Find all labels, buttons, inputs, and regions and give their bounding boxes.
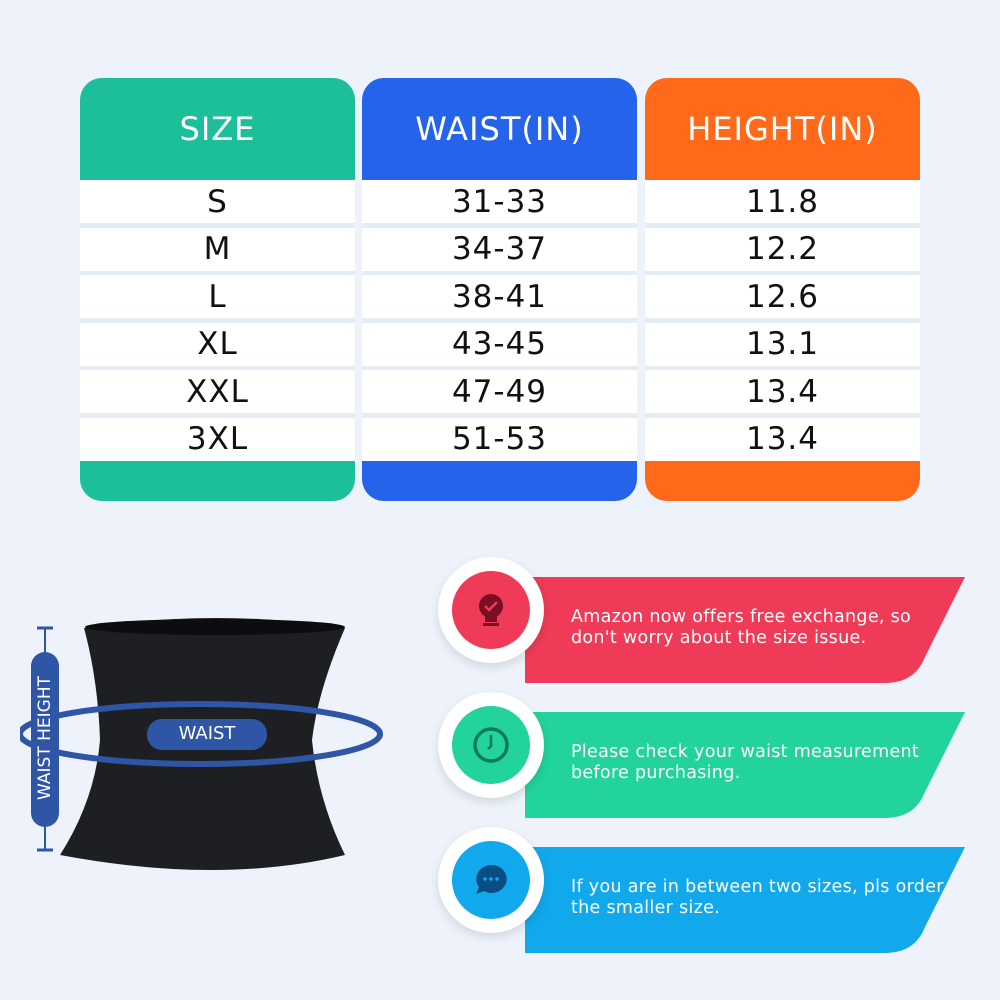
table-cell: 13.1 <box>645 322 920 366</box>
table-cell: 43-45 <box>362 322 637 366</box>
tip-icon-ring <box>438 692 544 798</box>
table-cell: S <box>80 180 355 223</box>
table-cell: M <box>80 227 355 271</box>
chat-bubble-icon <box>452 841 530 919</box>
waist-label: WAIST <box>178 723 236 744</box>
table-cell: 34-37 <box>362 227 637 271</box>
table-cell: 38-41 <box>362 275 637 318</box>
table-cell: L <box>80 275 355 318</box>
column-rows: 11.8 12.2 12.6 13.1 13.4 13.4 <box>645 180 920 461</box>
tip-text: Please check your waist measurement befo… <box>571 742 920 783</box>
column-0: SIZE S M L XL XXL 3XL <box>80 78 355 501</box>
table-cell: XL <box>80 322 355 366</box>
column-header: WAIST(IN) <box>415 110 584 148</box>
tip-banner: If you are in between two sizes, pls ord… <box>525 847 965 953</box>
table-cell: 51-53 <box>362 417 637 461</box>
lightbulb-check-icon <box>452 571 530 649</box>
waist-trainer-image <box>17 618 383 870</box>
product-diagram: WAIST WAIST HEIGHT <box>17 600 400 900</box>
table-cell: 31-33 <box>362 180 637 223</box>
tip-icon-ring <box>438 827 544 933</box>
table-cell: 11.8 <box>645 180 920 223</box>
table-cell: 13.4 <box>645 417 920 461</box>
tip-icon-ring <box>438 557 544 663</box>
table-cell: 3XL <box>80 417 355 461</box>
column-rows: 31-33 34-37 38-41 43-45 47-49 51-53 <box>362 180 637 461</box>
column-2: HEIGHT(IN) 11.8 12.2 12.6 13.1 13.4 13.4 <box>645 78 920 501</box>
tip-banner: Please check your waist measurement befo… <box>525 712 965 818</box>
tip-banner: Amazon now offers free exchange, so don'… <box>525 577 965 683</box>
column-1: WAIST(IN) 31-33 34-37 38-41 43-45 47-49 51-53 <box>362 78 637 501</box>
table-cell: XXL <box>80 370 355 413</box>
tip-text: If you are in between two sizes, pls ord… <box>571 877 944 918</box>
table-cell: 12.6 <box>645 275 920 318</box>
table-cell: 47-49 <box>362 370 637 413</box>
column-header: SIZE <box>179 110 256 148</box>
waist-height-label: WAIST HEIGHT <box>35 676 55 800</box>
table-cell: 12.2 <box>645 227 920 271</box>
clock-icon <box>452 706 530 784</box>
tip-text: Amazon now offers free exchange, so don'… <box>571 607 912 648</box>
column-header: HEIGHT(IN) <box>687 110 878 148</box>
column-rows: S M L XL XXL 3XL <box>80 180 355 461</box>
table-cell: 13.4 <box>645 370 920 413</box>
